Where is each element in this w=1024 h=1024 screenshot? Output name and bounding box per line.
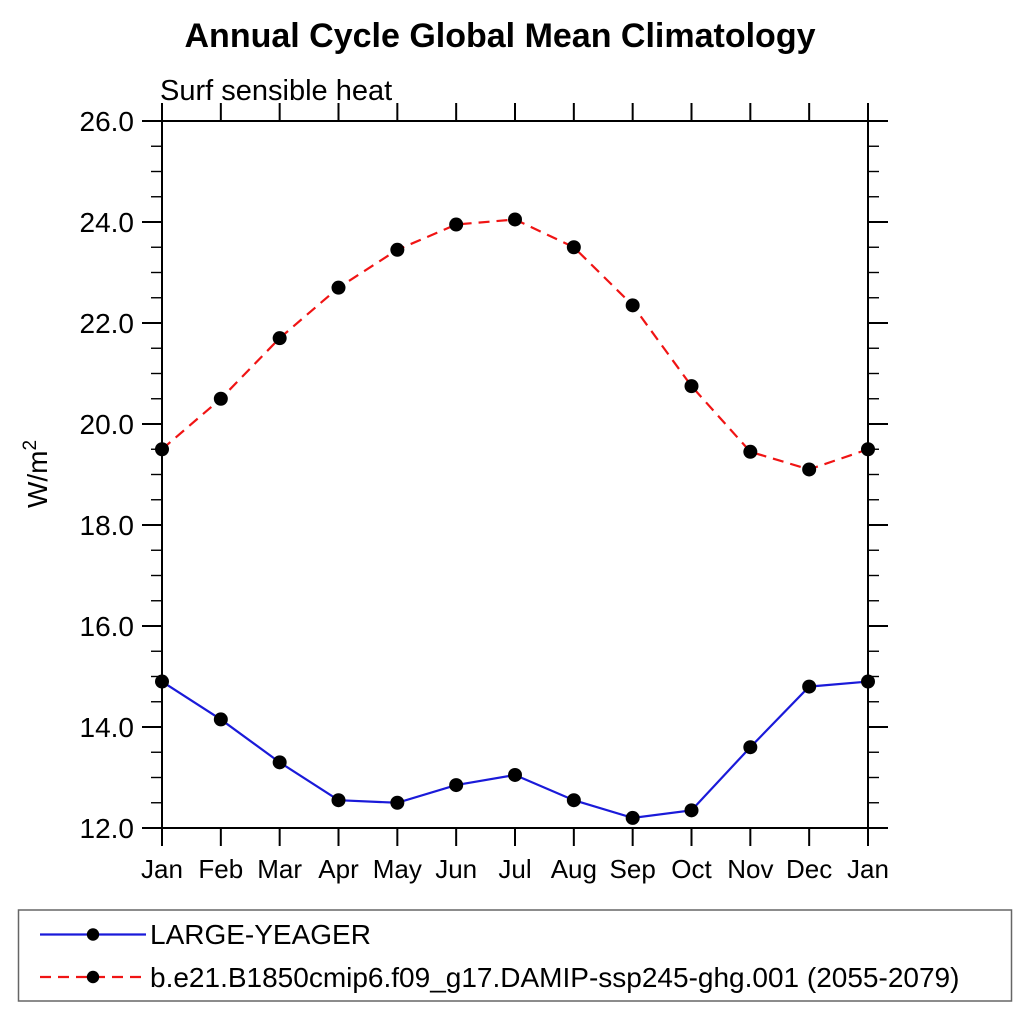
data-point [213,391,228,406]
y-axis-label-base: W/m [22,451,53,509]
data-point [449,217,464,232]
chart-subtitle: Surf sensible heat [160,75,392,107]
data-point [155,442,169,457]
data-point [684,803,699,818]
y-tick-label: 26.0 [80,106,135,137]
y-tick-label: 22.0 [80,308,135,339]
x-tick-label: Nov [727,854,773,884]
data-point [508,767,522,782]
data-point [861,674,875,689]
chart-title: Annual Cycle Global Mean Climatology [185,17,816,55]
y-tick-label: 16.0 [80,611,135,642]
data-point [390,242,405,257]
data-point [390,795,405,810]
data-point [272,755,287,770]
data-point [272,331,287,346]
legend-label-0: LARGE-YEAGER [150,919,371,950]
data-point [566,793,581,808]
x-tick-label: Jul [498,854,531,884]
data-point [449,778,464,793]
legend-marker-icon [86,970,100,984]
data-point [155,674,169,689]
data-point [802,462,817,477]
x-tick-label: Jan [847,854,889,884]
data-point [566,240,581,255]
y-tick-label: 14.0 [80,712,135,743]
legend-label-1: b.e21.B1850cmip6.f09_g17.DAMIP-ssp245-gh… [150,962,959,993]
x-tick-label: Feb [198,854,243,884]
series-line-0 [161,680,869,820]
plot-frame [161,120,869,829]
data-point [331,793,346,808]
data-point [743,740,758,755]
x-tick-label: Oct [671,854,712,884]
x-tick-label: Mar [257,854,302,884]
data-point [861,442,875,457]
x-tick-label: Aug [551,854,597,884]
x-tick-label: Jan [141,854,183,884]
x-tick-label: May [373,854,422,884]
y-tick-label: 20.0 [80,409,135,440]
data-point [331,280,346,295]
x-tick-label: Dec [786,854,832,884]
data-point [684,379,699,394]
x-tick-label: Apr [318,854,359,884]
data-point [213,712,228,727]
legend: LARGE-YEAGER b.e21.B1850cmip6.f09_g17.DA… [17,909,1013,1002]
y-tick-label: 18.0 [80,510,135,541]
data-point [625,810,640,825]
data-point [743,444,758,459]
y-axis-label: W/m2 [20,440,53,508]
y-tick-label: 24.0 [80,207,135,238]
x-tick-label: Jun [435,854,477,884]
legend-entry-large-yeager: LARGE-YEAGER [40,919,371,950]
legend-marker-icon [86,928,100,941]
data-point [625,298,640,313]
y-axis-label-superscript: 2 [20,440,41,451]
legend-box [17,909,1013,1002]
data-point [802,679,817,694]
x-tick-label: Sep [610,854,656,884]
data-point [508,212,522,227]
y-tick-label: 12.0 [80,813,135,844]
plot-area: 12.0 14.0 16.0 18.0 20.0 22.0 24.0 26.0 Jan Feb Ma… [80,103,889,884]
series-line-1 [161,218,869,471]
legend-entry-model-run: b.e21.B1850cmip6.f09_g17.DAMIP-ssp245-gh… [40,962,959,993]
